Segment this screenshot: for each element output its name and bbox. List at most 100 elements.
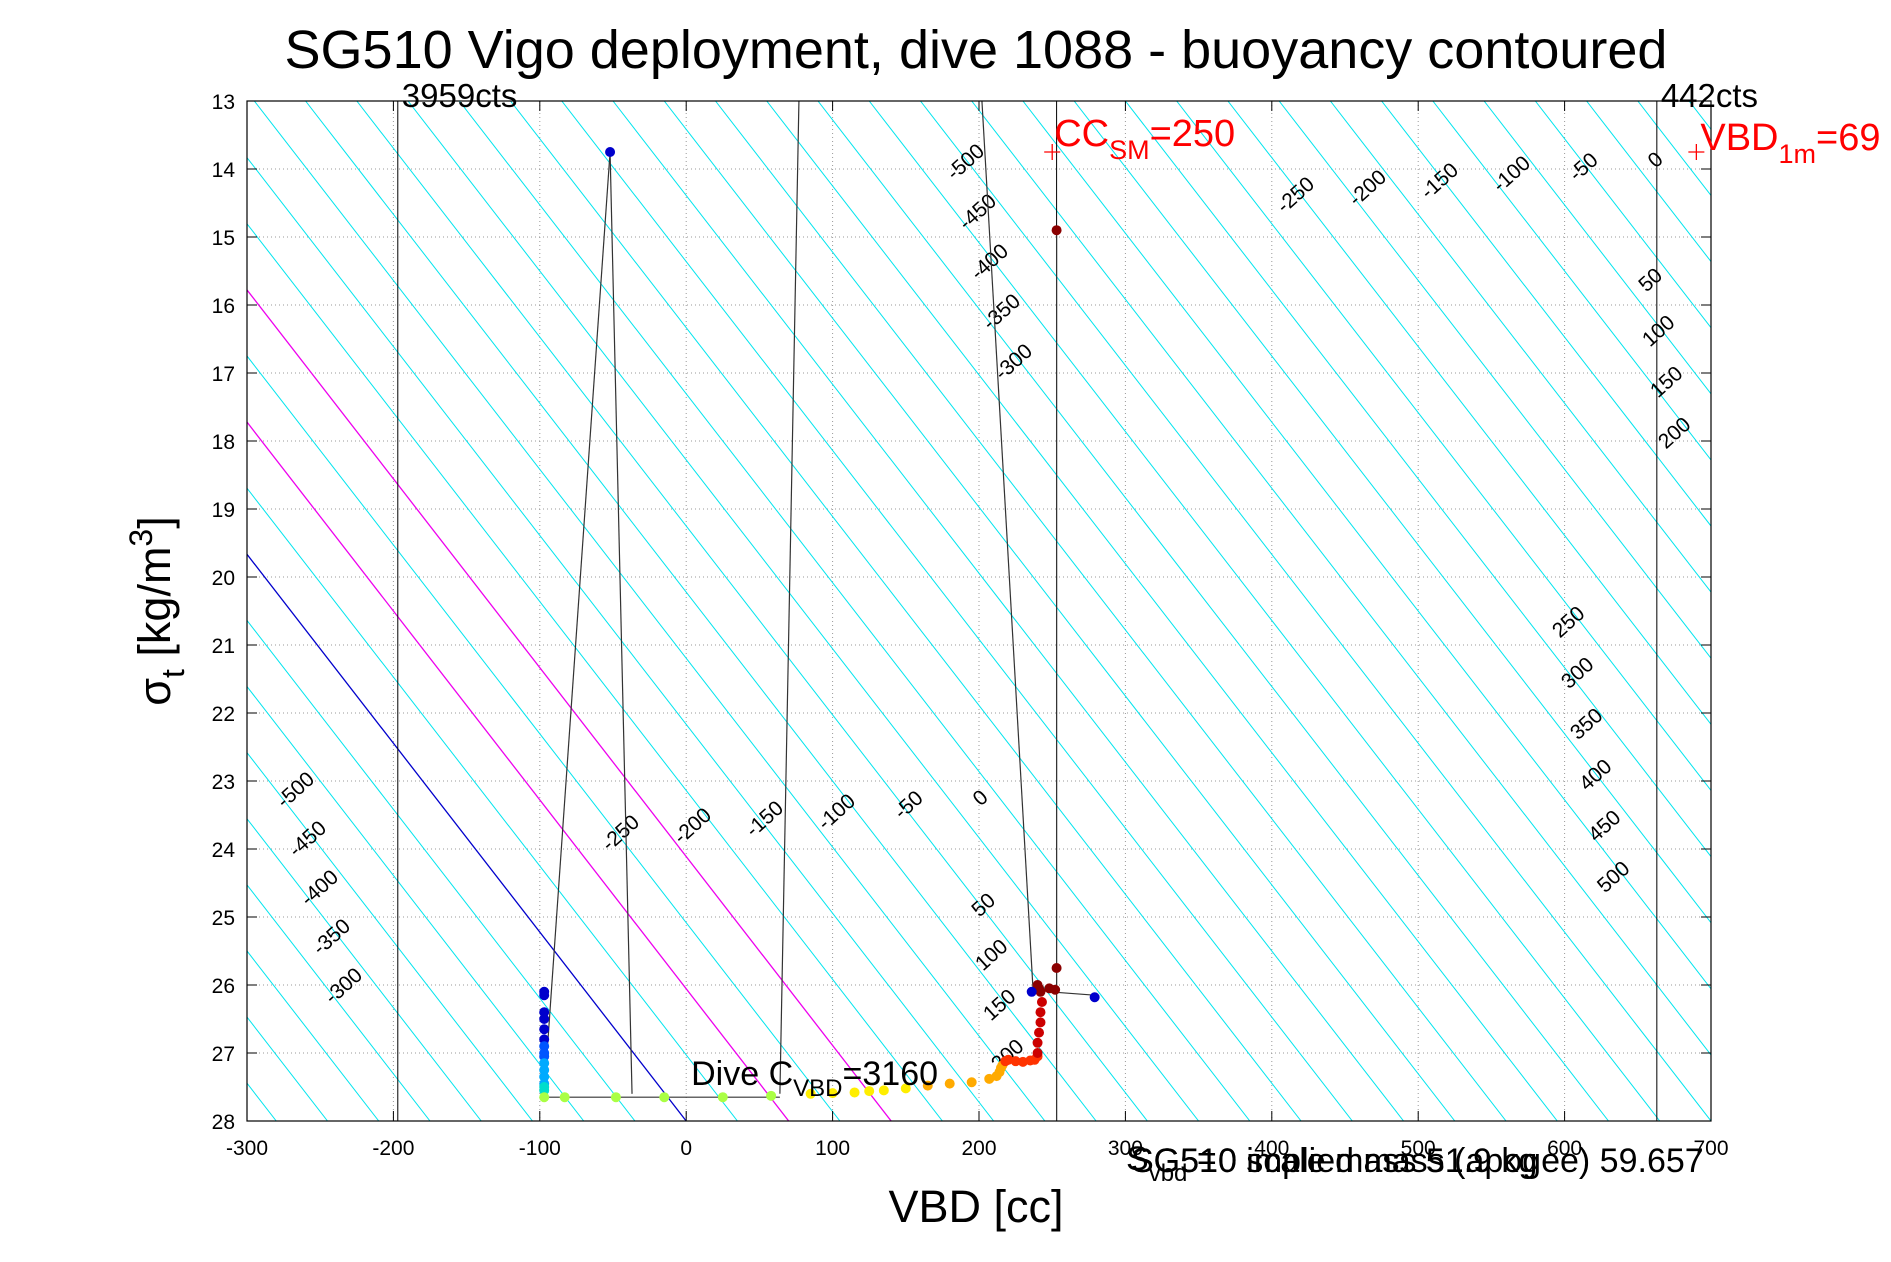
- annotations: CCSM=250 VBD1m=69 Dive CVBD=3160 SG510 impl…: [691, 113, 1880, 1187]
- x-tick-label: 400: [1254, 1137, 1289, 1160]
- y-label-main: σ: [129, 678, 180, 706]
- envelope-line: [543, 151, 611, 1094]
- vbd-1m-annotation: VBD1m=69: [1700, 117, 1880, 169]
- y-axis-label: σt [kg/m3]: [123, 516, 191, 706]
- envelope-line: [981, 101, 1034, 992]
- x-tick-label: 0: [680, 1137, 692, 1160]
- data-point: [539, 1014, 550, 1024]
- x-axis-label: VBD [cc]: [888, 1181, 1063, 1232]
- vertical-line-label: 442cts: [1661, 77, 1758, 114]
- y-tick-label: 19: [212, 499, 235, 522]
- contour-line-cyan: [247, 817, 482, 1121]
- contour-line-cyan: [1125, 101, 1711, 858]
- contour-line-cyan: [247, 619, 636, 1121]
- data-point: [1035, 1017, 1046, 1028]
- x-tick-label: -200: [372, 1137, 414, 1160]
- y-tick-label: 21: [212, 635, 235, 658]
- data-point: [659, 1092, 670, 1103]
- data-point: [1035, 1007, 1046, 1018]
- svg-text:σt [kg/m3]: σt [kg/m3]: [123, 516, 191, 706]
- contour-line-cyan: [1381, 101, 1711, 527]
- contour-line-cyan: [458, 101, 1251, 1121]
- cc-sm-annotation: CCSM=250: [1054, 113, 1235, 165]
- y-label-rest: [kg/m: [129, 547, 180, 670]
- svbd-text: Svbd =: [1126, 1140, 1217, 1187]
- gridlines: [247, 101, 1711, 1121]
- y-tick-label: 14: [212, 159, 236, 182]
- y-tick-label: 13: [212, 91, 235, 114]
- data-point: [849, 1087, 860, 1098]
- data-point: [864, 1086, 875, 1097]
- data-point: [944, 1078, 955, 1089]
- contour-line-cyan: [1073, 101, 1711, 924]
- data-point: [1032, 1037, 1043, 1048]
- data-point: [1036, 997, 1047, 1007]
- envelope-line: [779, 101, 800, 1094]
- x-tick-label: 100: [815, 1137, 850, 1160]
- contour-line-cyan: [510, 101, 1302, 1121]
- scale-mass-text: SG510 scale mass 51.9 kg: [1131, 1142, 1537, 1180]
- x-tick-label: 600: [1547, 1137, 1582, 1160]
- data-point: [539, 1092, 550, 1103]
- y-tick-label: 25: [212, 907, 235, 930]
- contour-line-magenta: [247, 288, 892, 1121]
- contour-line-cyan: [407, 101, 1199, 1121]
- contour-line-cyan: [247, 487, 738, 1121]
- data-points: [539, 147, 1100, 1103]
- chart-title: SG510 Vigo deployment, dive 1088 - buoya…: [285, 20, 1668, 80]
- y-label-sub: t: [155, 669, 191, 678]
- data-point: [1026, 986, 1037, 997]
- contour-line-cyan: [247, 884, 431, 1121]
- axis-ticks: [246, 100, 1712, 1122]
- y-tick-label: 24: [212, 839, 236, 862]
- y-label-sup: 3: [123, 529, 159, 547]
- envelope-lines: [543, 101, 1095, 1121]
- y-tick-label: 26: [212, 975, 235, 998]
- contour-line-cyan: [356, 101, 1148, 1121]
- x-tick-label: 500: [1401, 1137, 1436, 1160]
- contour-line-cyan: [766, 101, 1558, 1121]
- y-tick-label: 18: [212, 431, 235, 454]
- data-point: [1050, 984, 1061, 995]
- y-tick-label: 20: [212, 567, 235, 590]
- x-tick-label: -100: [519, 1137, 561, 1160]
- x-tick-label: -300: [226, 1137, 268, 1160]
- data-point: [827, 1088, 838, 1099]
- data-point: [539, 1024, 550, 1035]
- data-point: [1089, 992, 1100, 1003]
- contour-line-cyan: [971, 101, 1711, 1056]
- y-tick-label: 22: [212, 703, 235, 726]
- contour-line-cyan: [1432, 101, 1711, 461]
- contour-line-cyan: [253, 101, 1046, 1121]
- data-point: [922, 1080, 933, 1091]
- contour-line-cyan: [247, 222, 943, 1121]
- x-tick-label: 200: [961, 1137, 996, 1160]
- data-point: [900, 1083, 911, 1094]
- contour-line-cyan: [612, 101, 1404, 1121]
- contour-line-cyan: [1176, 101, 1711, 792]
- contour-line-cyan: [1329, 101, 1711, 593]
- contour-line-cyan: [247, 156, 995, 1121]
- data-point: [1051, 963, 1062, 973]
- data-point: [1032, 1048, 1043, 1058]
- y-tick-label: 17: [212, 363, 235, 386]
- y-tick-label: 27: [212, 1043, 235, 1066]
- data-point: [1035, 986, 1046, 997]
- dive-cvbd-annotation: Dive CVBD=3160: [691, 1055, 938, 1102]
- data-point: [805, 1088, 816, 1099]
- envelope-line: [609, 151, 633, 1094]
- contour-line-cyan: [305, 101, 1097, 1121]
- vertical-line-label: 3959cts: [402, 77, 518, 114]
- contour-line-cyan: [561, 101, 1353, 1121]
- contour-line-cyan: [247, 685, 585, 1121]
- data-point: [610, 1092, 621, 1103]
- y-tick-label: 15: [212, 227, 235, 250]
- contour-line-cyan: [1278, 101, 1711, 660]
- data-point: [1034, 1027, 1045, 1038]
- x-tick-label: 300: [1108, 1137, 1143, 1160]
- contour-line-cyan: [1022, 101, 1711, 990]
- contour-line-cyan: [247, 751, 533, 1121]
- contour-line-cyan: [920, 101, 1711, 1121]
- y-tick-label: 16: [212, 295, 235, 318]
